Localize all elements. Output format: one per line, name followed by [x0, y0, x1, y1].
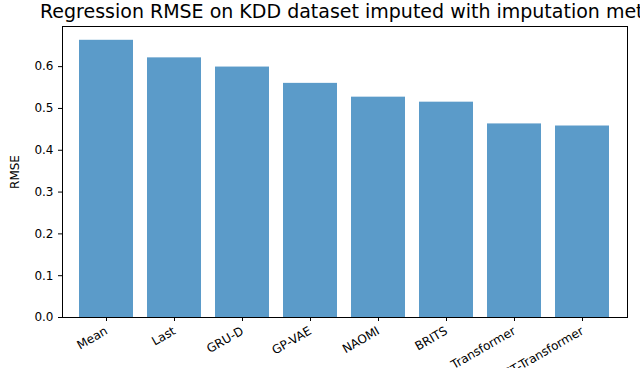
svg-text:NAOMI: NAOMI — [340, 324, 382, 356]
svg-text:0.0: 0.0 — [34, 310, 53, 324]
svg-text:0.4: 0.4 — [34, 143, 53, 157]
svg-text:GP-VAE: GP-VAE — [270, 324, 314, 358]
svg-text:0.3: 0.3 — [34, 185, 53, 199]
svg-text:0.6: 0.6 — [34, 59, 53, 73]
svg-text:ST-Transformer: ST-Transformer — [502, 324, 586, 368]
svg-text:0.2: 0.2 — [34, 227, 53, 241]
svg-text:GRU-D: GRU-D — [204, 324, 246, 356]
svg-text:0.1: 0.1 — [34, 269, 53, 283]
svg-text:0.5: 0.5 — [34, 101, 53, 115]
svg-text:Transformer: Transformer — [448, 324, 518, 368]
svg-text:Last: Last — [149, 324, 178, 349]
svg-text:BRITS: BRITS — [413, 324, 450, 354]
svg-text:Mean: Mean — [75, 324, 110, 352]
svg-text:RMSE: RMSE — [8, 155, 22, 189]
